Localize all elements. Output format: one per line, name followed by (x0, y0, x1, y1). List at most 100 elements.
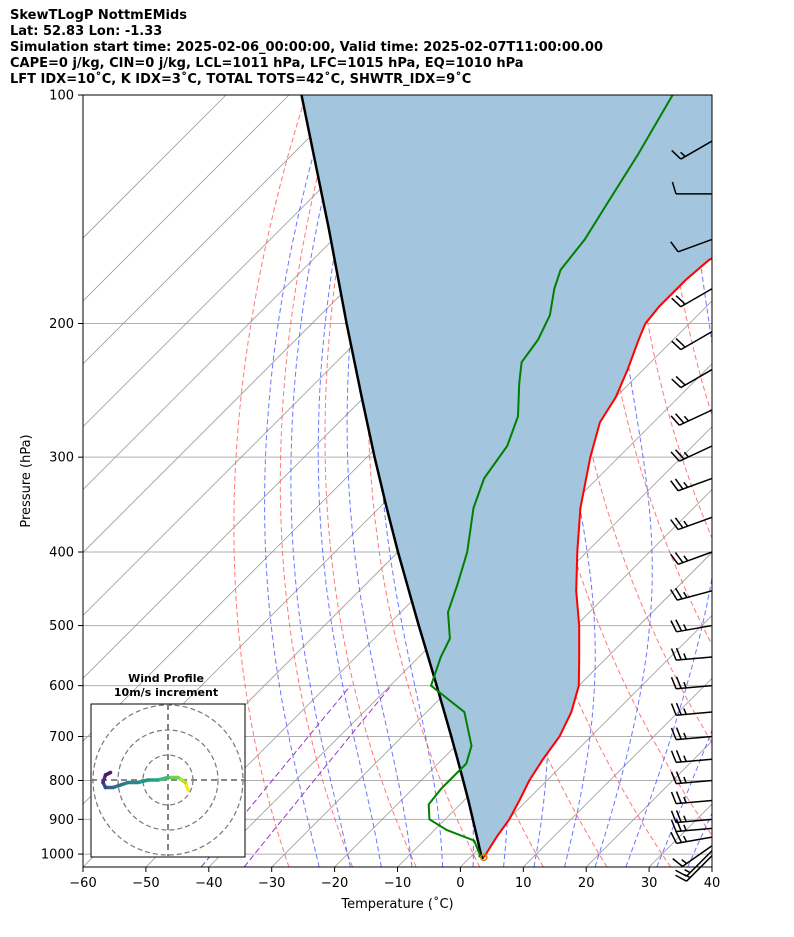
wind-barb (670, 238, 713, 253)
wind-barb-flag (670, 415, 680, 426)
wind-barb-flag (675, 819, 682, 832)
wind-barb-flag (675, 771, 682, 784)
wind-barb (670, 619, 713, 633)
x-tick-label: 40 (704, 876, 721, 891)
wind-barb-half-flag (683, 755, 687, 762)
wind-barb-shaft (679, 409, 713, 426)
wind-barb-flag (670, 648, 677, 661)
chart-header: SkewTLogP NottmEMids Lat: 52.83 Lon: -1.… (10, 8, 603, 88)
wind-barb (670, 831, 713, 845)
wind-barb-half-flag (683, 591, 688, 598)
y-tick-label: 200 (49, 317, 74, 332)
wind-barb-shaft (677, 516, 713, 531)
wind-barb-shaft (679, 445, 713, 462)
wind-barb-shaft (677, 590, 713, 601)
wind-barb-flag (670, 676, 677, 690)
x-tick-label: −10 (384, 876, 411, 891)
wind-barb-flag (670, 727, 677, 740)
wind-barb (675, 850, 713, 877)
wind-barb (670, 676, 713, 690)
wind-barb-flag (675, 702, 682, 716)
wind-barb-shaft (676, 799, 713, 805)
plot-area (83, 95, 794, 867)
wind-barb-flag (674, 587, 683, 600)
wind-barb-flag (674, 517, 684, 529)
wind-barb-flag (671, 149, 682, 160)
wind-barb (671, 288, 713, 308)
moist-adiabat (625, 95, 712, 867)
wind-barb-flag (671, 340, 682, 351)
wind-barb-half-flag (682, 624, 688, 631)
moist-adiabat (656, 728, 712, 867)
x-tick-label: −20 (321, 876, 348, 891)
wind-barb (670, 819, 713, 833)
wind-barb (670, 477, 713, 492)
moist-adiabat (594, 95, 653, 867)
wind-barb-shaft (676, 779, 713, 785)
wind-barb-shaft (680, 368, 713, 389)
wind-barb-flag (670, 480, 679, 492)
wind-barb-half-flag (683, 708, 687, 715)
wind-barb-shaft (676, 836, 713, 845)
wind-barb-half-flag (683, 415, 690, 422)
wind-barb-shaft (676, 827, 713, 833)
wind-barb (672, 845, 713, 867)
y-tick-label: 900 (49, 813, 74, 828)
wind-barb-shaft (676, 735, 713, 741)
moist-adiabat (719, 95, 794, 867)
wind-barb (670, 587, 713, 601)
moist-adiabat (290, 95, 351, 867)
wind-barb-flag (670, 589, 678, 601)
mixing-ratio-line (243, 685, 392, 867)
y-tick-label: 300 (49, 451, 74, 466)
wind-barb-shaft (680, 140, 713, 160)
wind-barb-flag (675, 750, 682, 763)
wind-barb-flag (674, 478, 684, 490)
inset-subtitle: 10m/s increment (114, 686, 218, 699)
wind-barb-flag (670, 810, 677, 823)
x-axis-label: Temperature (˚C) (340, 896, 453, 912)
wind-barb-flag (675, 413, 685, 424)
y-tick-label: 400 (49, 546, 74, 561)
isotherm-line (208, 363, 712, 867)
wind-barb (670, 445, 713, 462)
wind-barb-flag (670, 620, 678, 633)
location-line: Lat: 52.83 Lon: -1.33 (10, 24, 163, 39)
wind-barb (671, 368, 713, 389)
wind-barb-flag (675, 727, 682, 740)
wind-barb-flag (675, 295, 686, 305)
wind-barb-flag (675, 869, 687, 877)
dry-adiabat (279, 95, 354, 867)
wind-barb-shaft (676, 758, 713, 764)
cape-cin-shading (301, 95, 712, 858)
wind-barb-flag (670, 519, 679, 531)
dry-adiabat (367, 95, 481, 867)
wind-barb-flag (675, 375, 686, 386)
wind-barb (670, 516, 713, 531)
moist-adiabat (317, 95, 382, 867)
wind-barb-shaft (680, 330, 713, 351)
x-tick-label: 0 (456, 876, 464, 891)
dry-adiabat (762, 95, 794, 867)
wind-barb-flag (675, 676, 682, 689)
wind-barb-shaft (686, 850, 713, 877)
wind-barb-flag (671, 378, 682, 389)
hodograph-segment (103, 770, 113, 777)
wind-barb-flag (671, 181, 677, 195)
wind-barb-flag (670, 553, 679, 565)
wind-barb-half-flag (682, 835, 688, 842)
wind-barb (670, 647, 713, 661)
isotherm-line (83, 95, 227, 239)
y-tick-label: 700 (49, 730, 74, 745)
y-axis-label: Pressure (hPa) (19, 434, 34, 527)
wind-barb-shaft (676, 684, 713, 690)
isotherm-line (83, 95, 290, 302)
wind-barb-flag (672, 858, 683, 867)
wind-barb-flag (675, 831, 683, 843)
x-tick-label: −40 (195, 876, 222, 891)
wind-barb-flag (670, 750, 677, 763)
wind-barb-flag (675, 619, 683, 632)
wind-barb-flag (670, 451, 680, 462)
wind-barb (670, 810, 713, 824)
wind-barb-flag (671, 297, 682, 308)
